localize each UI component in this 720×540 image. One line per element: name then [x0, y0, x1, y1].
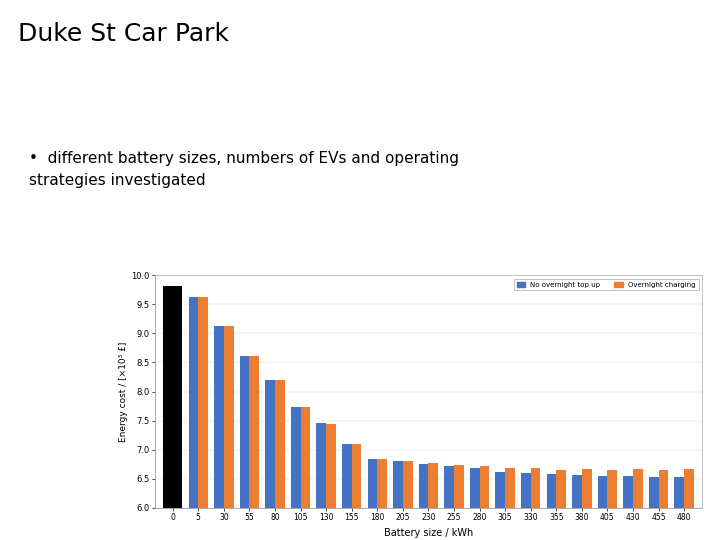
Bar — [633, 469, 643, 540]
Bar — [419, 464, 428, 540]
Bar — [173, 286, 182, 540]
Bar — [495, 471, 505, 540]
Bar — [316, 423, 326, 540]
Legend: No overnight top up, Overnight charging: No overnight top up, Overnight charging — [514, 279, 698, 291]
Bar — [265, 381, 275, 540]
X-axis label: Battery size / kWh: Battery size / kWh — [384, 528, 473, 538]
Bar — [291, 407, 300, 540]
Text: Duke St Car Park: Duke St Car Park — [18, 22, 229, 45]
Bar — [428, 463, 438, 540]
Bar — [572, 475, 582, 540]
Bar — [300, 407, 310, 540]
Bar — [367, 459, 377, 540]
Bar — [608, 470, 617, 540]
Bar — [649, 477, 659, 540]
Bar — [624, 476, 633, 540]
Bar — [224, 327, 233, 540]
Bar — [444, 466, 454, 540]
Bar — [598, 476, 608, 540]
Text: •  different battery sizes, numbers of EVs and operating
strategies investigated: • different battery sizes, numbers of EV… — [29, 151, 459, 188]
Bar — [240, 355, 249, 540]
Bar — [505, 468, 515, 540]
Bar — [531, 468, 541, 540]
Bar — [402, 461, 413, 540]
Bar — [557, 470, 566, 540]
Bar — [189, 298, 198, 540]
Bar — [163, 286, 173, 540]
Bar — [351, 444, 361, 540]
Bar — [521, 473, 531, 540]
Bar — [454, 465, 464, 540]
Bar — [393, 461, 402, 540]
Bar — [249, 355, 259, 540]
Bar — [326, 424, 336, 540]
Bar — [470, 468, 480, 540]
Bar — [275, 381, 284, 540]
Bar — [198, 298, 208, 540]
Bar — [546, 474, 557, 540]
Bar — [480, 466, 490, 540]
Bar — [377, 459, 387, 540]
Bar — [582, 469, 592, 540]
Bar — [659, 470, 668, 540]
Bar — [684, 469, 694, 540]
Bar — [675, 477, 684, 540]
Bar — [342, 444, 351, 540]
Bar — [214, 327, 224, 540]
Y-axis label: Energy cost / [×10³ £]: Energy cost / [×10³ £] — [119, 341, 128, 442]
